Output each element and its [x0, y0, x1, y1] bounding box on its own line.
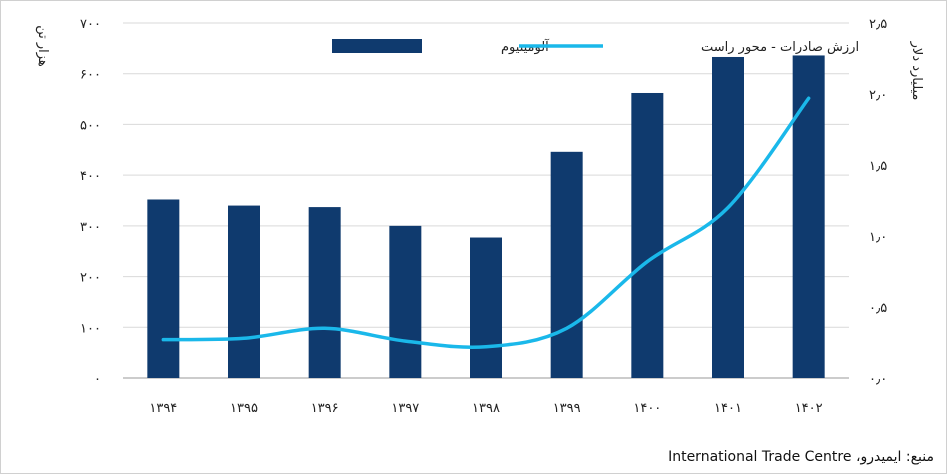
y-left-tick-label: ۱۰۰ — [80, 321, 101, 336]
x-tick-label: ۱۴۰۰ — [633, 401, 661, 416]
y-right-tick-label: ۰٫۰ — [869, 372, 887, 387]
bar — [228, 205, 260, 378]
y-left-tick-label: ۶۰۰ — [80, 68, 101, 83]
y-left-tick-label: ۲۰۰ — [80, 271, 101, 286]
bar — [389, 225, 422, 378]
x-tick-label: ۱۴۰۲ — [795, 401, 823, 416]
y-right-tick-label: ۲٫۰ — [869, 88, 887, 103]
y-left-axis-title: هزار تن — [35, 25, 50, 67]
source-note: منبع: ایمیدرو، International Trade Centr… — [668, 449, 934, 465]
x-tick-label: ۱۳۹۹ — [553, 401, 581, 416]
bar — [792, 55, 825, 378]
x-tick-label: ۱۳۹۷ — [391, 401, 419, 416]
y-right-tick-label: ۰٫۵ — [869, 301, 887, 316]
y-right-tick-label: ۲٫۵ — [869, 17, 887, 32]
y-left-tick-label: ۰ — [94, 372, 101, 387]
source-org: International Trade Centre — [668, 449, 852, 465]
series-line — [161, 96, 811, 350]
y-right-tick-label: ۱٫۰ — [869, 230, 887, 245]
y-left-tick-label: ۴۰۰ — [80, 169, 101, 184]
legend-label-line: ارزش صادرات - محور راست — [701, 40, 859, 55]
legend-swatch-bars — [332, 39, 422, 53]
bar — [470, 237, 502, 378]
bar — [147, 199, 180, 378]
bar — [308, 207, 341, 378]
bar — [550, 151, 583, 378]
y-left-tick-label: ۵۰۰ — [80, 118, 101, 133]
x-tick-label: ۱۳۹۸ — [472, 401, 500, 416]
x-tick-label: ۱۳۹۴ — [149, 401, 177, 416]
y-right-tick-label: ۱٫۵ — [869, 159, 887, 174]
source-prefix: منبع: ایمیدرو، — [855, 449, 934, 465]
bar — [631, 92, 664, 378]
y-left-tick-label: ۳۰۰ — [80, 220, 101, 235]
y-left-tick-label: ۷۰۰ — [80, 17, 101, 32]
x-tick-label: ۱۳۹۵ — [230, 401, 258, 416]
y-right-axis-title: میلیارد دلار — [909, 41, 924, 101]
x-tick-label: ۱۳۹۶ — [311, 401, 339, 416]
x-tick-label: ۱۴۰۱ — [714, 401, 742, 416]
